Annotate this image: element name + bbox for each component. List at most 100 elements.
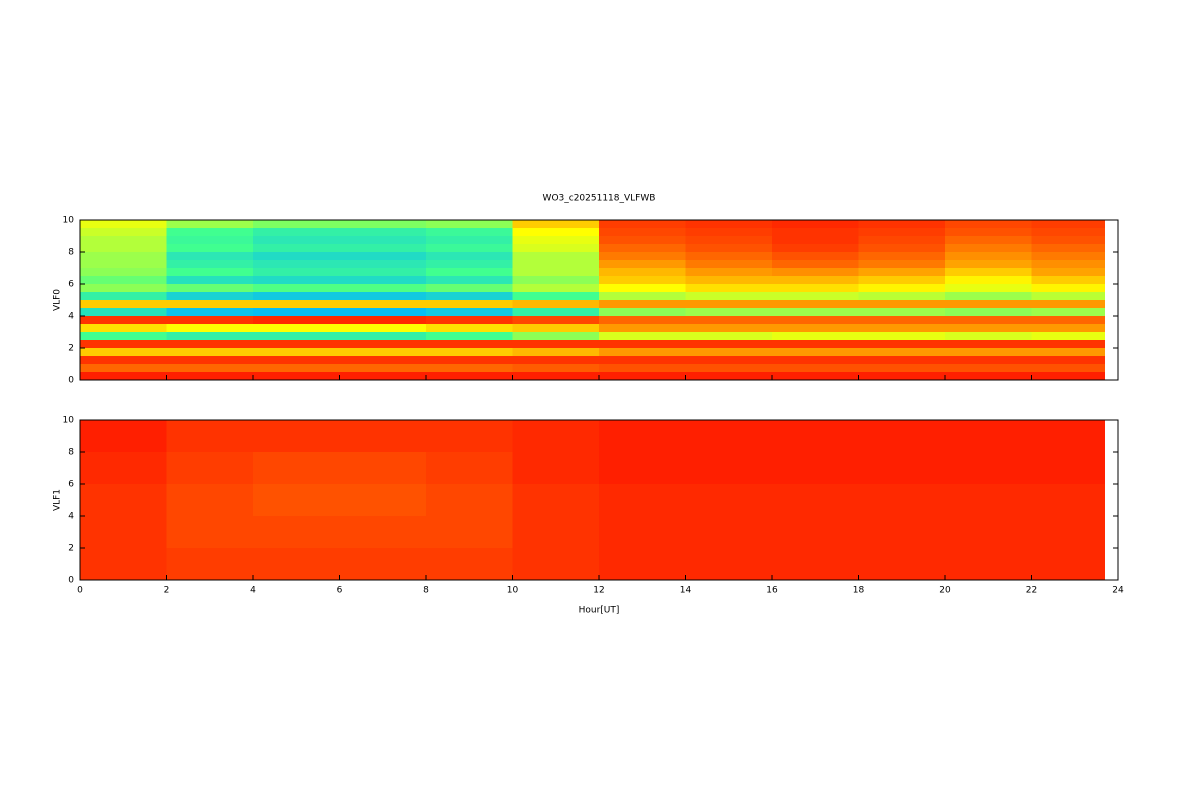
heat-cell [1031,308,1106,316]
heat-cell [772,260,859,268]
heat-cell [1031,260,1106,268]
heat-cell [599,228,686,236]
heat-cell [599,236,686,244]
heat-cell [772,452,859,484]
heat-cell [426,228,513,236]
heat-cell [80,348,167,356]
heat-cell [253,324,340,332]
heat-cell [1031,228,1106,236]
heat-cell [685,364,772,372]
heat-cell [599,268,686,276]
heat-cell [858,284,945,292]
heat-cell [166,300,253,308]
heat-cell [253,516,340,548]
y-tick-label: 2 [68,344,74,354]
heat-cell [253,244,340,252]
heat-cell [426,252,513,260]
heat-cell [858,220,945,228]
y-tick-label: 6 [68,480,74,490]
heat-cell [253,364,340,372]
heat-cell [772,364,859,372]
heat-cell [599,452,686,484]
heat-cell [1031,348,1106,356]
heat-cell [772,228,859,236]
heat-cell [685,452,772,484]
heat-cell [685,300,772,308]
heat-cell [339,236,426,244]
heat-cell [426,364,513,372]
heat-cell [685,276,772,284]
heat-cell [858,516,945,548]
heat-cell [512,236,599,244]
heat-cell [858,228,945,236]
heat-cell [339,228,426,236]
heat-cell [945,372,1032,380]
heat-cell [166,452,253,484]
heat-cell [253,356,340,364]
heat-cell [945,364,1032,372]
x-tick-label: 2 [164,586,170,596]
heat-cell [512,340,599,348]
heat-cell [339,284,426,292]
heat-cell [1031,452,1106,484]
y-tick-label: 10 [63,416,75,426]
heat-cell [599,548,686,580]
heat-cell [858,260,945,268]
heat-cell [80,484,167,516]
heat-cell [599,292,686,300]
heat-cell [772,548,859,580]
heat-cell [685,324,772,332]
x-tick-label: 0 [77,586,83,596]
heat-cell [772,252,859,260]
heat-cell [339,356,426,364]
heat-cell [858,236,945,244]
heat-cell [80,516,167,548]
heat-cell [80,548,167,580]
heat-cell [80,364,167,372]
heat-cell [685,260,772,268]
heat-cell [253,236,340,244]
y-tick-label: 0 [68,376,74,386]
heat-cell [253,340,340,348]
heat-cell [599,364,686,372]
heat-cell [80,260,167,268]
heat-cell [253,260,340,268]
heat-cell [945,420,1032,452]
heat-cell [685,292,772,300]
heat-cell [426,316,513,324]
heat-cell [1031,252,1106,260]
heat-cell [426,340,513,348]
heat-cell [685,268,772,276]
heat-cell [512,356,599,364]
y-tick-label: 2 [68,544,74,554]
heat-cell [166,260,253,268]
heat-cell [772,292,859,300]
heat-cell [253,316,340,324]
heat-cell [426,548,513,580]
heat-cell [945,548,1032,580]
heat-cell [426,284,513,292]
heat-cell [253,220,340,228]
heat-cell [945,292,1032,300]
heat-cell [772,220,859,228]
heat-cell [339,372,426,380]
heat-cell [426,292,513,300]
heat-cell [1031,268,1106,276]
heat-cell [80,292,167,300]
heat-cell [772,516,859,548]
heat-cell [1031,484,1106,516]
heat-cell [1031,324,1106,332]
heat-cell [339,324,426,332]
heat-cell [858,452,945,484]
heat-cell [945,316,1032,324]
heat-cell [858,420,945,452]
heat-cell [339,548,426,580]
x-tick-label: 14 [680,586,692,596]
heat-cell [253,420,340,452]
heat-cell [339,220,426,228]
x-tick-label: 8 [423,586,429,596]
heat-cell [945,324,1032,332]
heat-cell [945,220,1032,228]
heat-cell [685,420,772,452]
heat-cell [80,452,167,484]
